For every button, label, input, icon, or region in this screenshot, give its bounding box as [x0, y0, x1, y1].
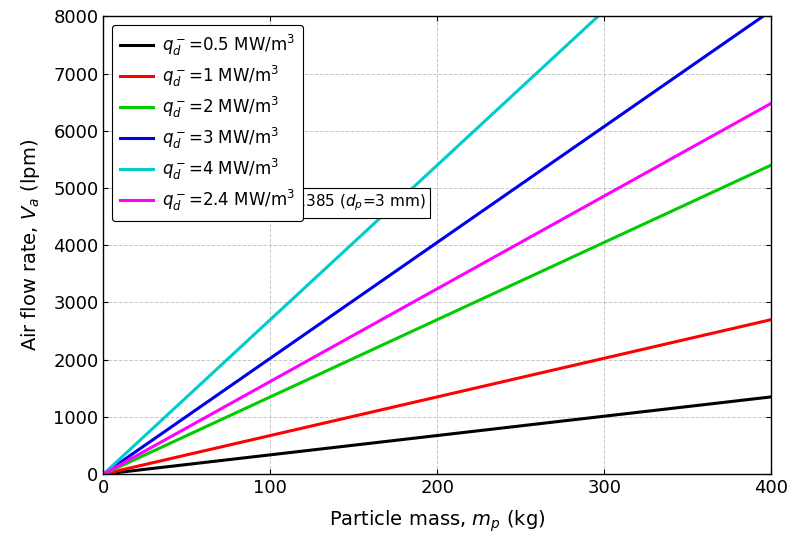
Text: Porosity = 0.385 ($d_p$=3 mm): Porosity = 0.385 ($d_p$=3 mm): [207, 192, 425, 213]
Y-axis label: Air flow rate, $V_a$ (lpm): Air flow rate, $V_a$ (lpm): [19, 139, 42, 352]
X-axis label: Particle mass, $m_p$ (kg): Particle mass, $m_p$ (kg): [329, 508, 545, 534]
Legend: $q_d^-$=0.5 MW/m$^3$, $q_d^-$=1 MW/m$^3$, $q_d^-$=2 MW/m$^3$, $q_d^-$=3 MW/m$^3$: $q_d^-$=0.5 MW/m$^3$, $q_d^-$=1 MW/m$^3$…: [111, 25, 303, 221]
